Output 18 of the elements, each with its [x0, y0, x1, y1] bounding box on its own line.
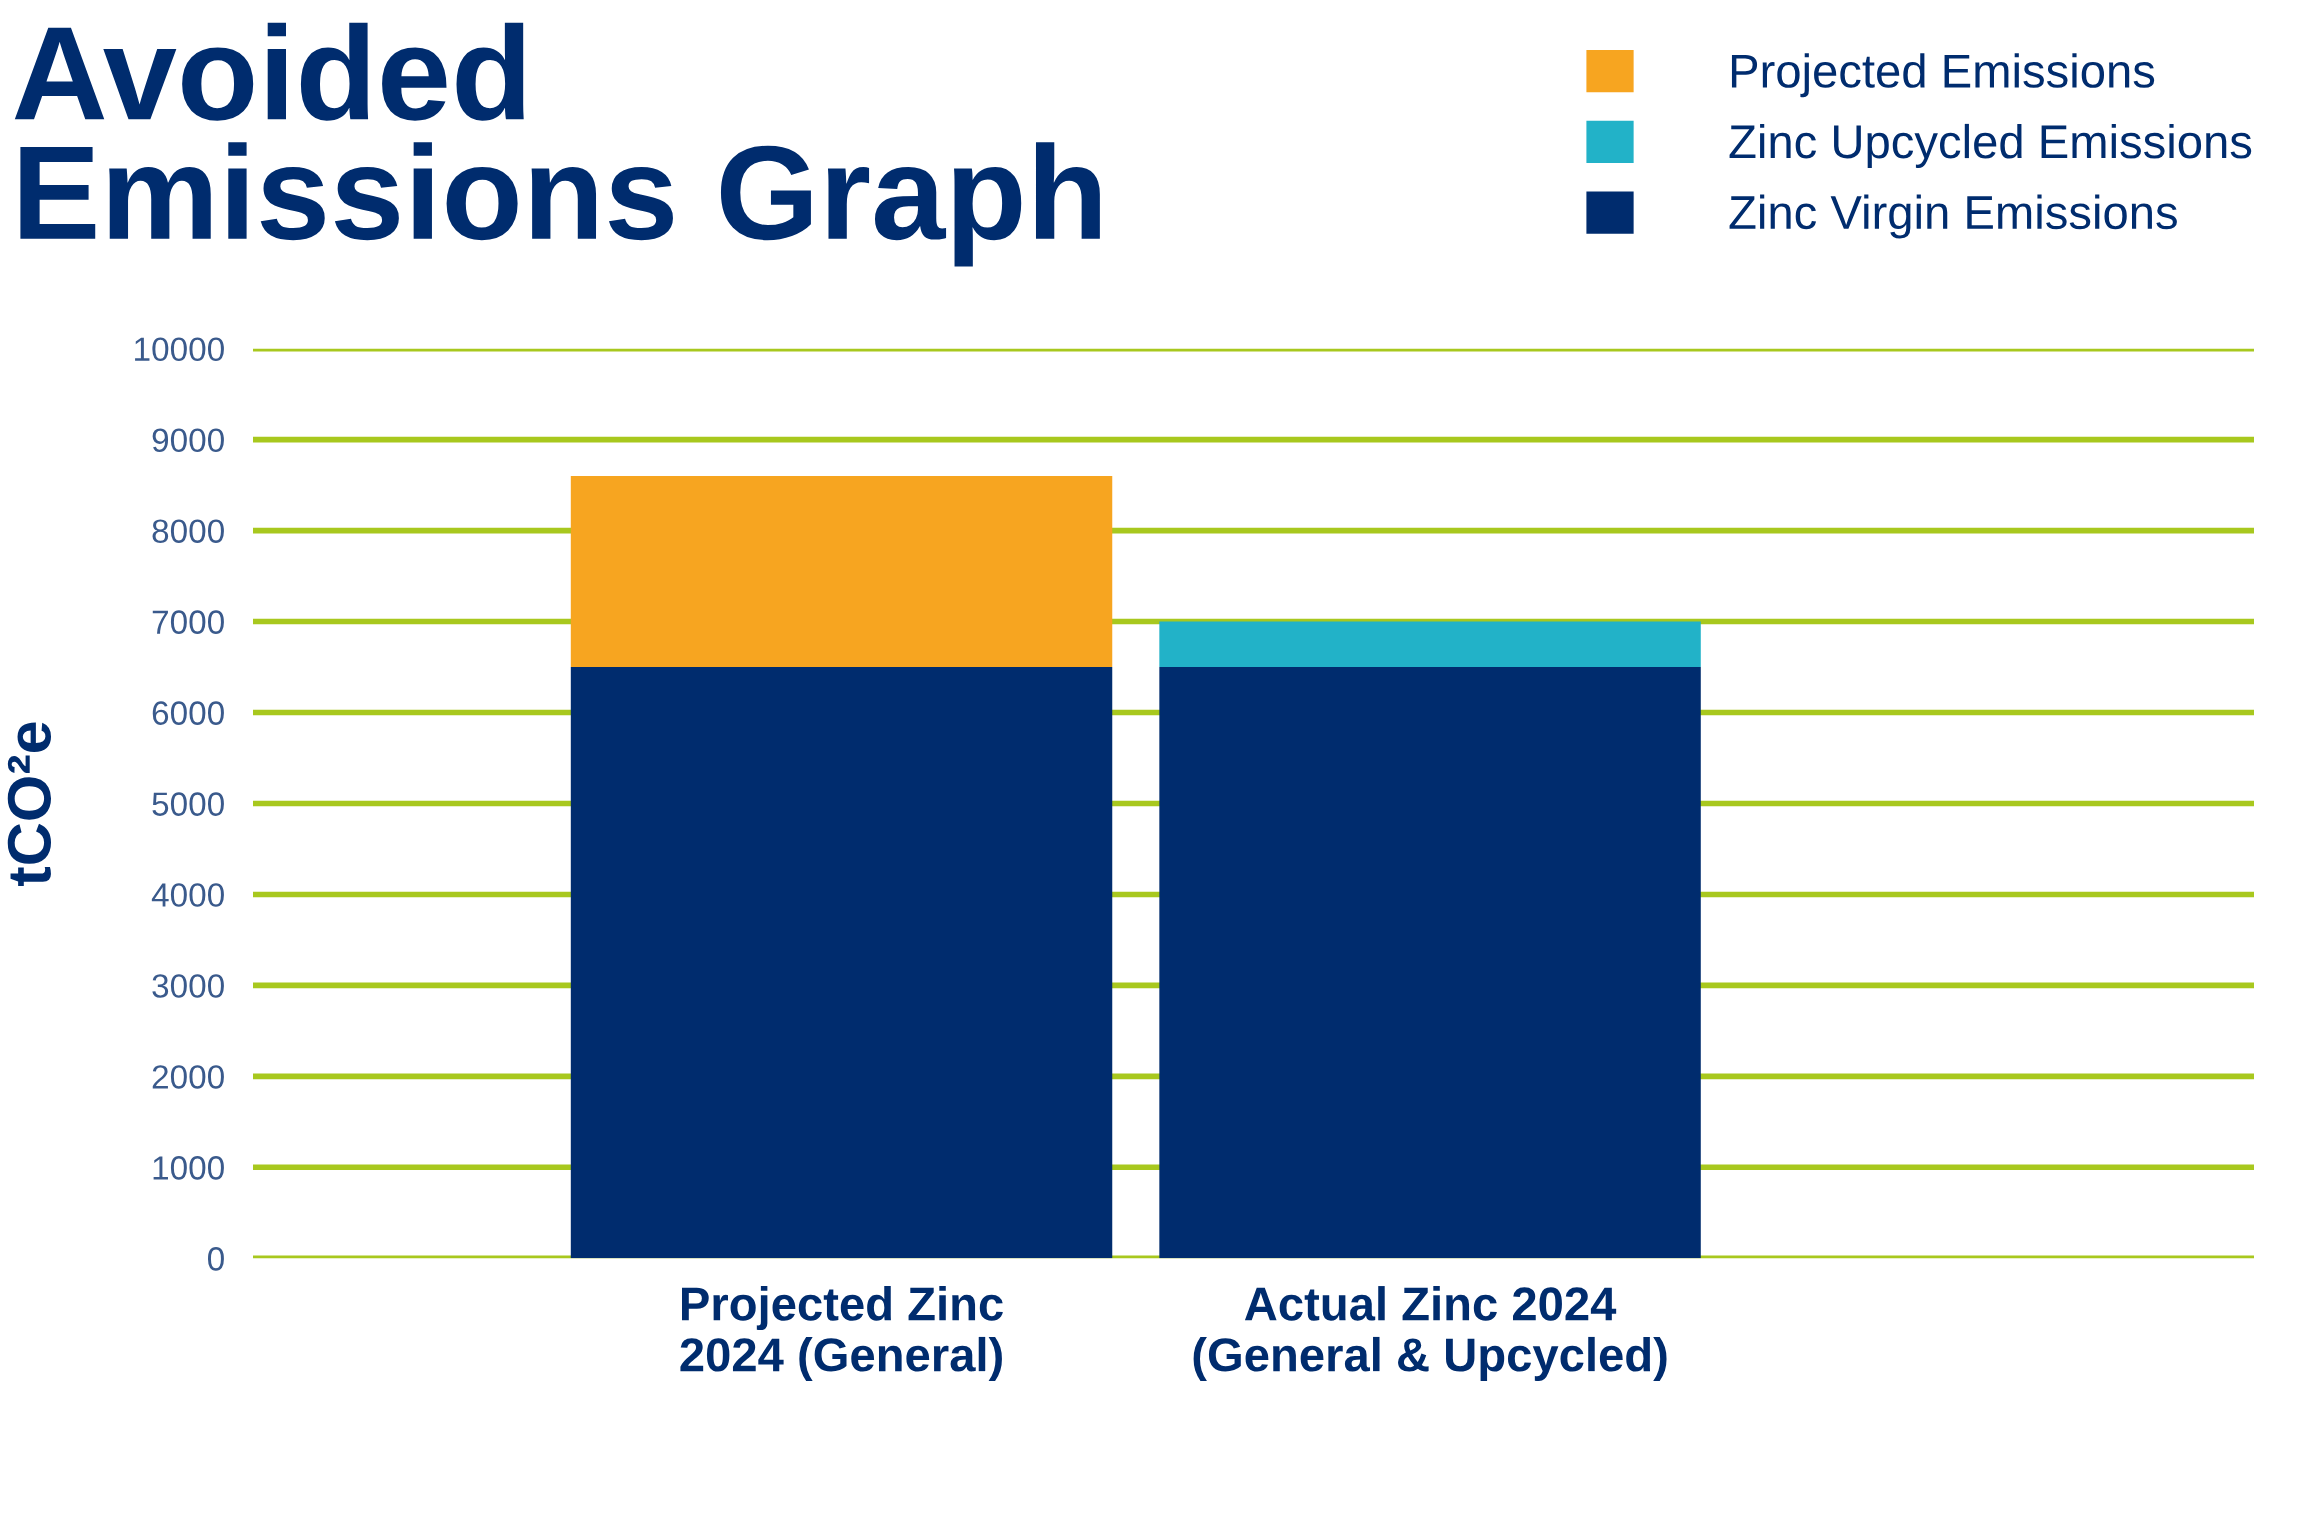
- y-tick-label: 0: [207, 1247, 224, 1271]
- y-tick-label: 2000: [152, 1065, 224, 1089]
- y-axis-title: tCO²e: [7, 722, 52, 886]
- y-tick-label: 3000: [152, 974, 224, 998]
- x-tick-label: Actual Zinc 2024 (General & Upcycled): [1193, 1286, 1667, 1381]
- y-tick-label: 7000: [152, 610, 224, 634]
- legend-label: Zinc Virgin Emissions: [1729, 194, 2177, 239]
- y-tick-label: 10000: [135, 337, 224, 362]
- y-tick-label: 6000: [152, 701, 224, 725]
- y-tick-label: 1000: [153, 1156, 224, 1180]
- chart-title: Avoided Emissions Graph: [14, 22, 1100, 267]
- x-tick-label: Projected Zinc 2024 (General): [680, 1286, 1003, 1381]
- y-tick-label: 4000: [151, 883, 224, 907]
- y-tick-label: 9000: [152, 428, 224, 453]
- y-tick-label: 8000: [152, 519, 224, 544]
- legend-label: Projected Emissions: [1731, 53, 2155, 98]
- legend-label: Zinc Upcycled Emissions: [1729, 123, 2252, 168]
- y-tick-label: 5000: [152, 792, 224, 816]
